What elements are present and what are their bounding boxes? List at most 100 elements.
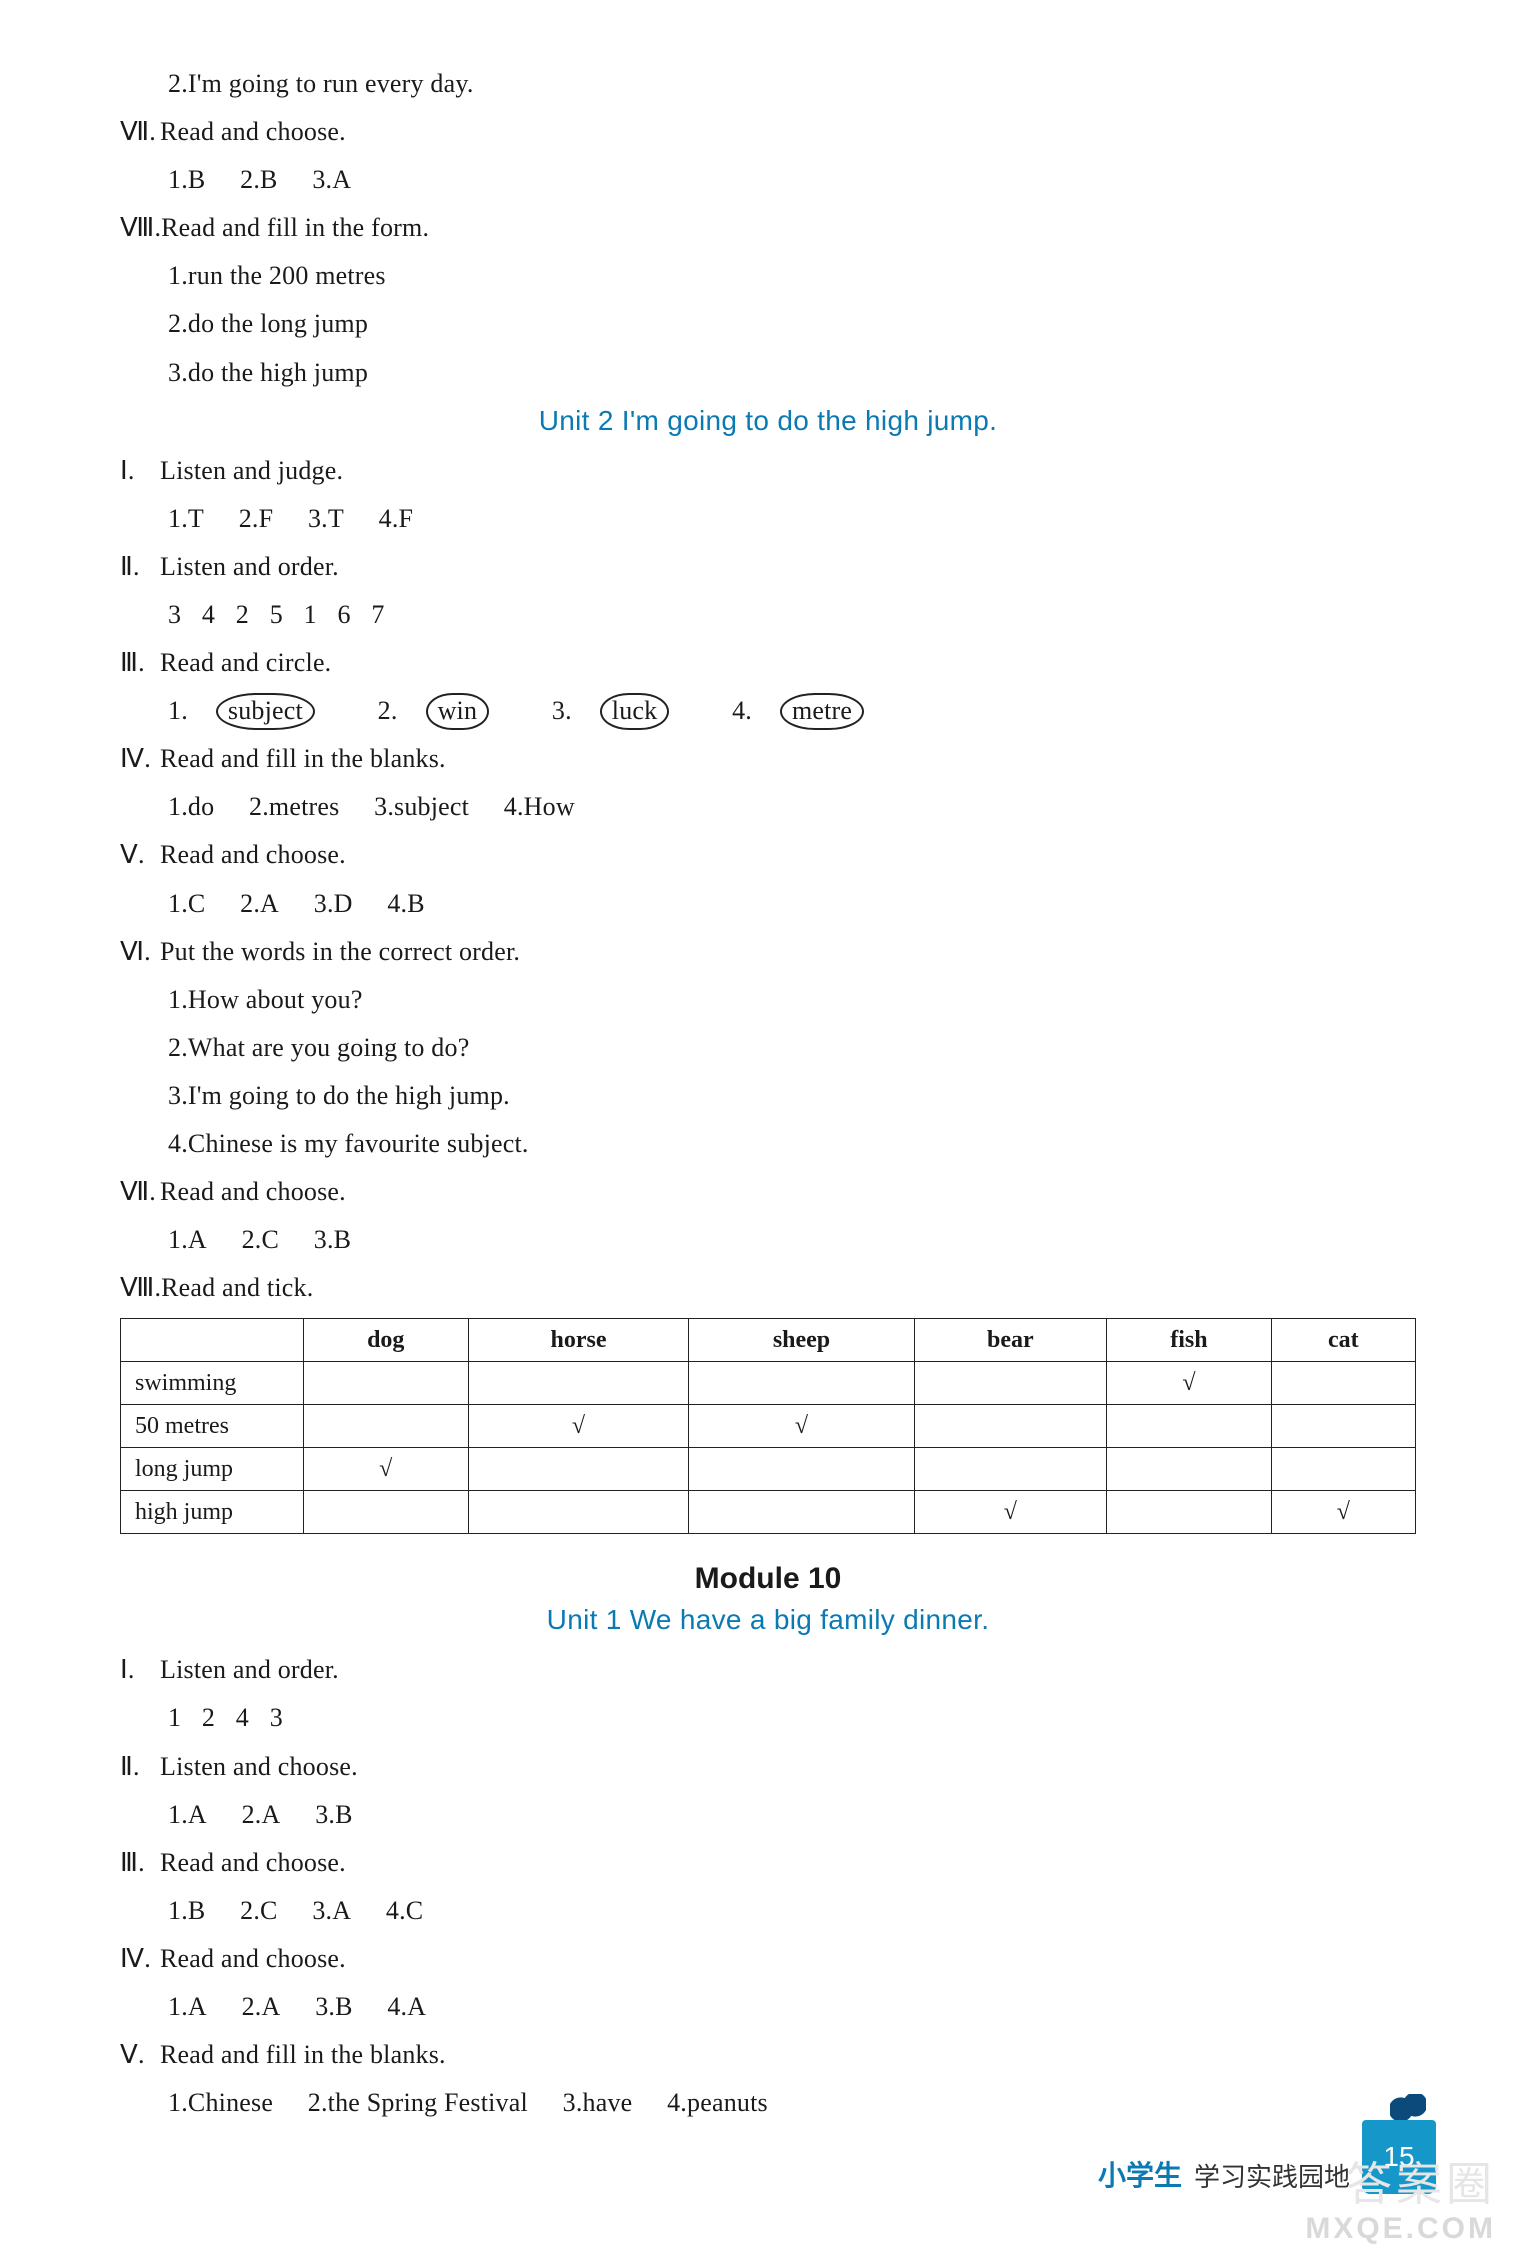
section-iii: Ⅲ.Read and circle. [120,639,1416,687]
section-vii: Ⅶ.Read and choose. [120,1168,1416,1216]
ans: 1.A [168,1800,207,1829]
num: 3. [552,696,572,725]
row-label: swimming [121,1362,304,1405]
item: 2.What are you going to do? [120,1024,1416,1072]
row-label: long jump [121,1448,304,1491]
answers: 3 4 2 5 1 6 7 [120,591,1416,639]
ans: 1.B [168,165,205,194]
table-header-row: dog horse sheep bear fish cat [121,1319,1416,1362]
answers: 1 2 4 3 [120,1694,1416,1742]
th: cat [1271,1319,1415,1362]
cell [914,1448,1107,1491]
ans: 3.A [312,165,351,194]
circle-item: 1.subject [168,696,343,725]
section-title: Read and choose. [160,840,346,869]
roman: Ⅰ. [120,1646,160,1694]
answers: 1.C 2.A 3.D 4.B [120,880,1416,928]
ans: 1.A [168,1992,207,2021]
num: 4. [732,696,752,725]
cell: √ [689,1405,914,1448]
section-title: Read and tick. [161,1273,313,1302]
table-row: swimming √ [121,1362,1416,1405]
footer-brand: 小学生 [1098,2154,1182,2194]
th: dog [304,1319,469,1362]
circled-word: subject [216,693,315,730]
ans: 1.T [168,504,204,533]
cell [689,1448,914,1491]
cell [304,1405,469,1448]
cell [1107,1405,1272,1448]
ans: 4.F [379,504,414,533]
section-title: Read and fill in the blanks. [160,2040,446,2069]
section-title: Put the words in the correct order. [160,937,520,966]
ans: 2.the Spring Festival [308,2088,528,2117]
ans: 4.How [504,792,575,821]
cell [1271,1448,1415,1491]
cell: √ [468,1405,689,1448]
ans: 3.B [315,1800,352,1829]
section-title: Read and choose. [160,1177,346,1206]
section-ii: Ⅱ.Listen and order. [120,543,1416,591]
answers: 1.A 2.A 3.B [120,1791,1416,1839]
circled-word: metre [780,693,864,730]
ans: 3.have [563,2088,633,2117]
page: 2.I'm going to run every day. Ⅶ.Read and… [0,0,1536,2254]
roman: Ⅶ. [120,1168,160,1216]
cell [468,1362,689,1405]
item: 4.Chinese is my favourite subject. [120,1120,1416,1168]
ans: 1.Chinese [168,2088,273,2117]
section-vi: Ⅵ.Put the words in the correct order. [120,928,1416,976]
answers-vii: 1.B 2.B 3.A [120,156,1416,204]
circle-item: 4.metre [732,696,892,725]
ans: 2.B [240,165,277,194]
answers: 1.T 2.F 3.T 4.F [120,495,1416,543]
section-i: Ⅰ.Listen and judge. [120,447,1416,495]
roman: Ⅳ. [120,1935,160,1983]
answers: 1.A 2.A 3.B 4.A [120,1983,1416,2031]
module10-unit-title: Unit 1 We have a big family dinner. [120,1604,1416,1636]
item: 2.do the long jump [120,300,1416,348]
section-vii: Ⅶ.Read and choose. [120,108,1416,156]
roman-viii: Ⅷ. [120,204,161,252]
section-v: Ⅴ.Read and choose. [120,831,1416,879]
th: bear [914,1319,1107,1362]
roman: Ⅲ. [120,639,160,687]
roman: Ⅰ. [120,447,160,495]
ans: 4.peanuts [667,2088,768,2117]
item: 1.run the 200 metres [120,252,1416,300]
circled-word: luck [600,693,670,730]
row-label: 50 metres [121,1405,304,1448]
cell: √ [914,1491,1107,1534]
cell: √ [1271,1491,1415,1534]
item: 3.do the high jump [120,349,1416,397]
section-v: Ⅴ.Read and fill in the blanks. [120,2031,1416,2079]
cell [1271,1405,1415,1448]
ans: 4.B [387,889,424,918]
ans: 3.B [314,1225,351,1254]
answers: 1.do 2.metres 3.subject 4.How [120,783,1416,831]
item: 3.I'm going to do the high jump. [120,1072,1416,1120]
roman: Ⅴ. [120,2031,160,2079]
cell: √ [1107,1362,1272,1405]
answers: 1.B 2.C 3.A 4.C [120,1887,1416,1935]
section-viii: Ⅷ.Read and fill in the form. [120,204,1416,252]
roman: Ⅵ. [120,928,160,976]
ans: 2.C [242,1225,279,1254]
section-title: Read and choose. [160,117,346,146]
ans: 2.F [239,504,274,533]
ans: 1.B [168,1896,205,1925]
section-title: Listen and judge. [160,456,343,485]
circle-item: 2.win [378,696,518,725]
roman-vii: Ⅶ. [120,108,160,156]
roman: Ⅱ. [120,1743,160,1791]
roman: Ⅱ. [120,543,160,591]
cell [468,1448,689,1491]
section-iv: Ⅳ.Read and fill in the blanks. [120,735,1416,783]
cell [1271,1362,1415,1405]
ans: 2.A [242,1992,281,2021]
ans: 4.A [387,1992,426,2021]
ans: 4.C [386,1896,423,1925]
ans: 1.A [168,1225,207,1254]
circle-answers: 1.subject 2.win 3.luck 4.metre [120,687,1416,735]
roman: Ⅳ. [120,735,160,783]
